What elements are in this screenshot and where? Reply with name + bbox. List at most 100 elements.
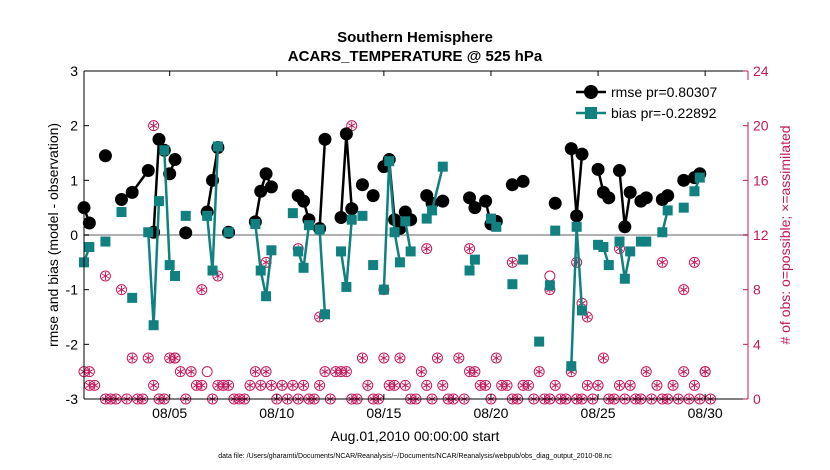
obs-count-marker-ring (356, 352, 368, 364)
rmse-point (345, 202, 359, 216)
y-right-tick-label: 16 (753, 172, 769, 188)
obs-count-marker-ring (678, 284, 690, 296)
bias-point (153, 196, 164, 207)
obs-count-marker-spoke (299, 382, 308, 388)
obs-count-marker (490, 352, 502, 364)
obs-count-marker (314, 379, 326, 391)
bias-point (550, 225, 561, 236)
x-tick-label: 08/25 (581, 405, 616, 421)
obs-count-marker (464, 243, 476, 255)
obs-count-marker-ring (421, 379, 433, 391)
bias-point (298, 262, 309, 273)
bias-point (507, 279, 518, 290)
x-tick-label: 08/15 (366, 405, 401, 421)
obs-count-marker-spoke (535, 369, 543, 375)
obs-count-marker (378, 352, 390, 364)
bias-point (469, 254, 480, 265)
obs-count-marker-ring (437, 379, 449, 391)
obs-count-marker-spoke (85, 369, 94, 375)
bias-line (254, 223, 273, 297)
bias-point (255, 265, 266, 276)
obs-count-marker-spoke (680, 287, 688, 293)
obs-count-marker-ring (174, 366, 186, 378)
y-axis-label: rmse and bias (model - observation) (45, 123, 61, 347)
y-right-tick-label: 12 (753, 227, 769, 243)
obs-count-marker (581, 311, 593, 323)
obs-count-marker (319, 366, 331, 378)
rmse-line (254, 170, 273, 223)
bias-point (694, 172, 705, 183)
obs-count-marker-ring (169, 352, 181, 364)
y-tick-label: 1 (70, 172, 78, 188)
obs-count-marker-ring (678, 366, 690, 378)
bias-point (170, 271, 181, 281)
obs-count-marker-ring (581, 379, 593, 391)
obs-count-marker-ring (223, 379, 235, 391)
bias-point (625, 246, 636, 257)
obs-count-marker-ring (399, 379, 411, 391)
y-right-tick-label: 0 (753, 391, 761, 407)
rmse-line (318, 139, 327, 229)
obs-count-marker-ring (287, 379, 299, 391)
obs-count-marker-spoke (321, 369, 329, 375)
rmse-point (82, 216, 96, 230)
rmse-point (366, 189, 380, 203)
x-tick-label: 08/20 (473, 405, 508, 421)
obs-count-marker-spoke (267, 382, 276, 388)
obs-count-marker-spoke (278, 382, 286, 388)
rmse-point (548, 196, 562, 210)
obs-count-marker-ring (126, 352, 138, 364)
obs-count-marker-spoke (342, 369, 351, 375)
y-tick-label: 2 (70, 118, 78, 134)
obs-count-marker-ring (142, 352, 154, 364)
bias-point (341, 281, 352, 292)
bias-point (389, 227, 400, 238)
obs-count-marker-ring (688, 379, 700, 391)
bias-point (314, 224, 325, 235)
obs-count-marker (421, 379, 433, 391)
obs-count-marker-spoke (149, 382, 158, 388)
obs-count-marker-spoke (315, 382, 324, 388)
obs-count-marker (549, 379, 561, 391)
rmse-point (141, 163, 155, 177)
rmse-point (98, 149, 112, 163)
obs-count-marker-ring (276, 379, 288, 391)
obs-count-marker-spoke (471, 369, 479, 375)
obs-count-marker (126, 352, 138, 364)
rmse-point (479, 194, 493, 208)
obs-count-marker-ring (421, 243, 433, 255)
obs-count-marker-ring (533, 366, 545, 378)
obs-count-marker-ring (490, 352, 502, 364)
bias-line (382, 161, 402, 290)
rmse-point (355, 178, 369, 192)
obs-count-marker-spoke (246, 382, 254, 388)
obs-count-marker (667, 379, 679, 391)
bias-point (657, 227, 668, 238)
obs-count-marker-spoke (149, 123, 158, 129)
bias-line (318, 229, 327, 315)
obs-count-marker (362, 379, 374, 391)
x-tick-label: 08/10 (259, 405, 294, 421)
obs-count-marker-spoke (422, 246, 431, 252)
rmse-point (639, 191, 653, 205)
obs-count-marker (431, 352, 443, 364)
obs-count-marker (656, 256, 668, 268)
obs-count-marker-ring (115, 284, 127, 296)
obs-count-marker (223, 379, 235, 391)
obs-count-marker (142, 352, 154, 364)
obs-count-marker (196, 284, 208, 296)
obs-count-marker (298, 379, 310, 391)
bias-point (164, 260, 175, 271)
bias-point (405, 246, 416, 257)
obs-count-marker (699, 366, 711, 378)
bias-point (266, 245, 277, 256)
obs-count-marker-spoke (594, 382, 602, 388)
bias-point (116, 207, 127, 218)
obs-count-marker (624, 379, 636, 391)
obs-count-marker (421, 243, 433, 255)
obs-count-marker-spoke (417, 369, 426, 375)
obs-count-marker-ring (549, 379, 561, 391)
obs-count-marker (148, 379, 160, 391)
obs-count-marker-ring (431, 352, 443, 364)
